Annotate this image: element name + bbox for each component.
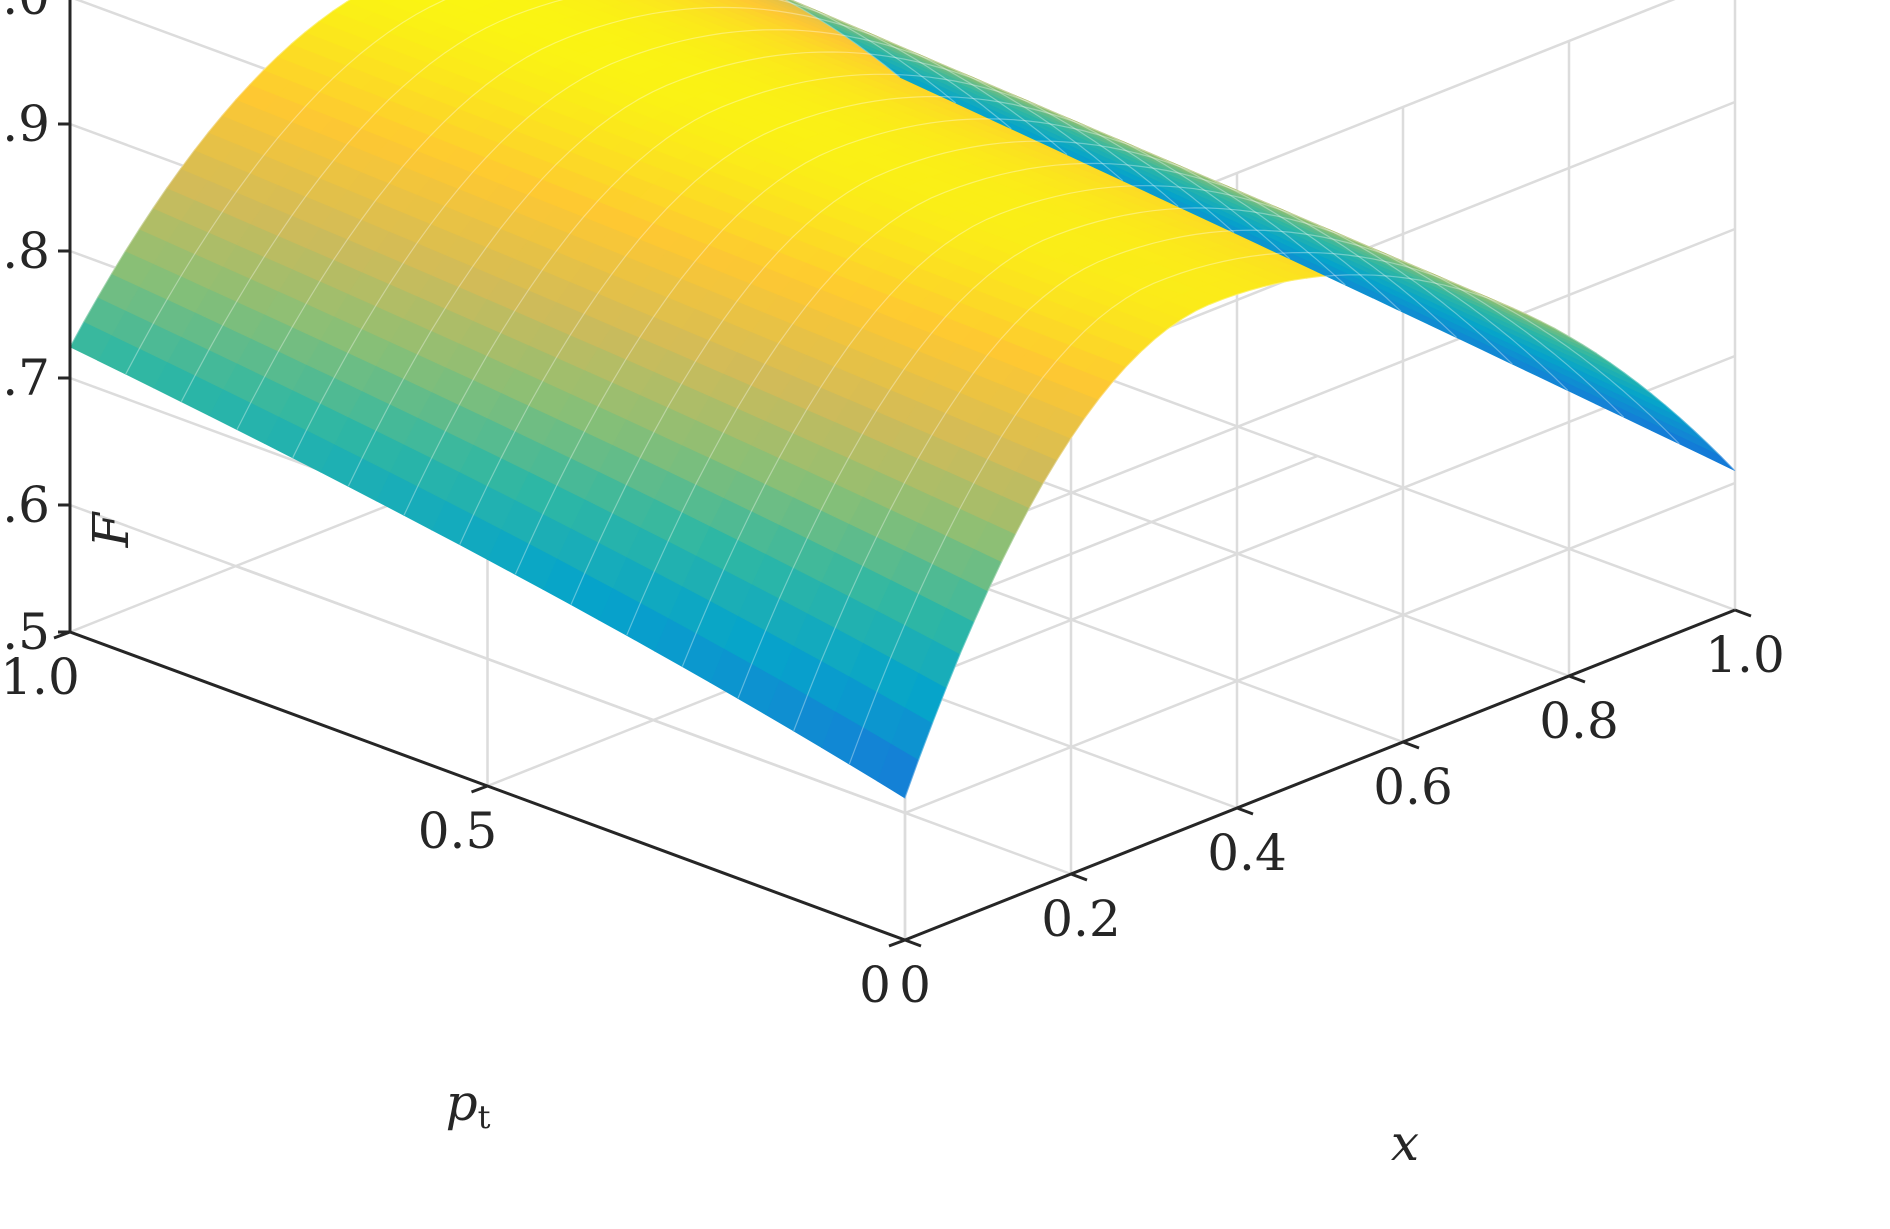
surface-patch: [594, 0, 626, 7]
surface-patch: [345, 0, 390, 13]
x-tick: [1734, 608, 1752, 618]
surface-patch: [524, 0, 557, 7]
x-tick: [904, 938, 922, 948]
surface-patch: [377, 0, 397, 5]
z-axis-title: F: [82, 510, 140, 548]
y-tick: [53, 630, 71, 640]
x-tick: [1568, 674, 1586, 684]
x-tick-label: 0.8: [1539, 692, 1619, 750]
surface-mesh-line: [403, 73, 1235, 516]
surface-patch: [701, 0, 736, 8]
y-tick-label: 0.5: [418, 802, 498, 860]
surface-mesh-line: [570, 140, 1402, 605]
surface-patch: [772, 0, 805, 11]
surface-patch: [1693, 442, 1736, 471]
x-tick: [1236, 806, 1254, 816]
surface-patch: [885, 65, 929, 91]
surface-patch: [727, 0, 763, 10]
z-tick-label: 0.8: [0, 222, 50, 280]
z-tick-label: 1.0: [0, 0, 50, 26]
surface-patch: [615, 0, 640, 4]
surface-mesh-line: [347, 51, 1179, 487]
surface-patch: [484, 0, 529, 17]
surface-patch: [549, 0, 563, 3]
surface-mesh-line: [236, 6, 1068, 430]
x-tick-label: 0.2: [1041, 890, 1121, 948]
tick-labels: 0.50.60.70.80.91.000.20.40.60.81.000.51.…: [0, 0, 1785, 1014]
surface-mesh-line: [626, 162, 1458, 636]
surface-patch: [748, 0, 763, 2]
y-axis-title: pt: [446, 1074, 491, 1136]
x-tick: [1070, 872, 1088, 882]
surface-patch: [757, 0, 777, 5]
surface-patch: [686, 0, 722, 9]
x-axis-line: [904, 608, 1736, 942]
surface-patch: [498, 0, 543, 12]
x-tick-label: 1.0: [1705, 626, 1785, 684]
surface-mesh-line: [292, 29, 1124, 459]
z-tick-label: 0.5: [0, 603, 50, 661]
x-axis-title: x: [1391, 1114, 1419, 1172]
y-tick-label: 0: [859, 956, 891, 1014]
surface-mesh-line: [904, 274, 1736, 799]
surface-patch: [410, 0, 445, 8]
surface-patch: [637, 0, 680, 12]
surface-patch: [738, 0, 777, 12]
surface-patch: [442, 0, 487, 12]
surface-patch: [765, 0, 791, 8]
z-tick-label: 0.6: [0, 476, 50, 534]
surface-patch: [471, 0, 500, 6]
surface-mesh-line: [459, 95, 1291, 545]
surface-mesh-line: [848, 251, 1680, 765]
z-tick-label: 0.7: [0, 349, 50, 407]
y-axis-title-subscript: t: [478, 1098, 491, 1136]
surface-patch: [653, 0, 694, 11]
x-tick-label: 0.4: [1207, 824, 1287, 882]
x-axis-title-text: x: [1391, 1114, 1419, 1172]
surface-mesh-line: [180, 0, 1012, 402]
y-tick: [470, 784, 489, 794]
surface-patch: [387, 0, 431, 15]
surface-mesh-line: [681, 185, 1513, 667]
surface-patch: [670, 0, 708, 9]
y-tick: [888, 938, 906, 948]
surface-mesh-line: [69, 0, 901, 348]
surface-patch: [553, 0, 598, 13]
surface-mesh: [69, 0, 1736, 799]
y-axis-title-text: p: [446, 1074, 478, 1132]
surface-patch: [715, 0, 749, 9]
x-tick-label: 0.6: [1373, 758, 1453, 816]
surface-mesh-line: [125, 0, 957, 375]
x-tick: [1402, 740, 1420, 750]
surface-mesh-line: [793, 229, 1625, 732]
axes: [53, 0, 1752, 948]
y-tick-label: 1.0: [0, 648, 80, 706]
z-tick-label: 0.9: [0, 95, 50, 153]
surface-patch: [635, 0, 646, 2]
x-tick-label: 0: [899, 956, 931, 1014]
surface-mesh-line: [514, 118, 1346, 575]
surface-mesh-line: [737, 207, 1569, 699]
